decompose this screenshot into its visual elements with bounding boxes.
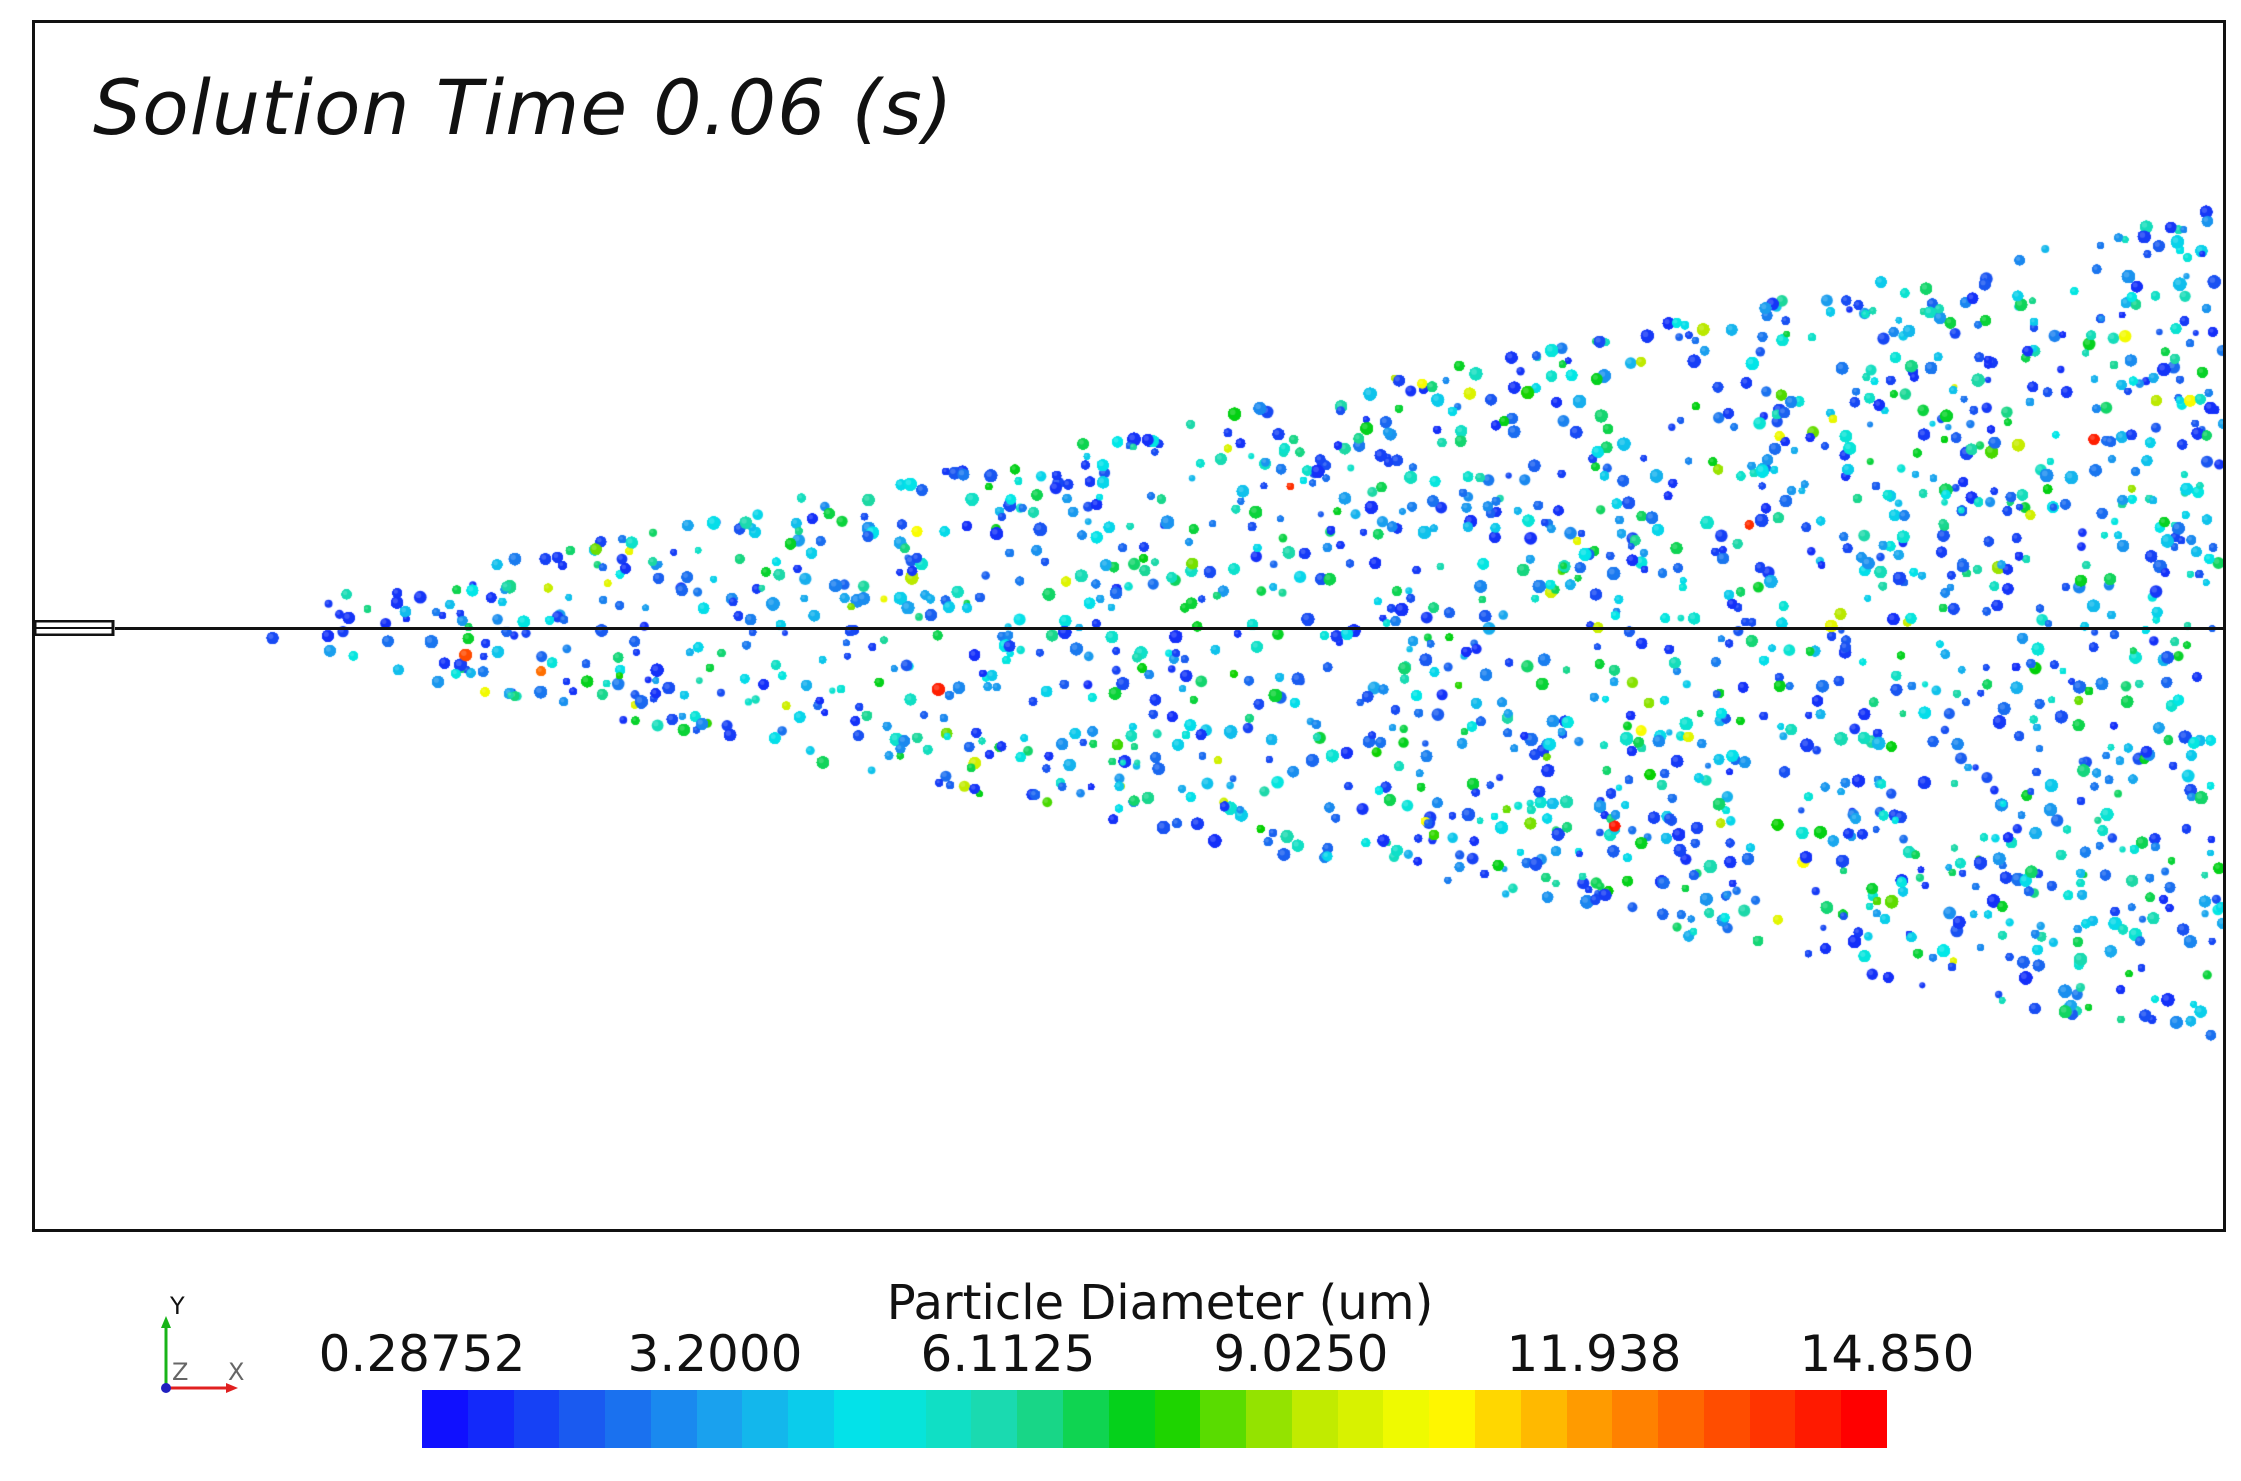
color-scale-segment — [788, 1390, 835, 1448]
color-scale-segment — [834, 1390, 880, 1448]
color-scale-segment — [879, 1390, 926, 1448]
color-scale-segment — [1017, 1390, 1063, 1448]
particle-spray-plot — [35, 23, 2223, 1229]
color-scale-segment — [1429, 1390, 1475, 1448]
color-scale-segment — [513, 1390, 560, 1448]
simulation-viewport: Solution Time 0.06 (s) — [32, 20, 2226, 1232]
color-scale-segment — [1246, 1390, 1292, 1448]
legend-title: Particle Diameter (um) — [886, 1275, 1434, 1331]
color-scale-segment — [1291, 1390, 1338, 1448]
color-scale-segment — [696, 1390, 743, 1448]
color-scale-segment — [1474, 1390, 1521, 1448]
color-scale-segment — [1062, 1390, 1109, 1448]
spray-axis-line — [115, 627, 2223, 630]
color-scale-segment — [1154, 1390, 1201, 1448]
color-scale-segment — [559, 1390, 606, 1448]
legend-tick-label: 11.938 — [1506, 1325, 1682, 1383]
legend-tick-label: 9.0250 — [1213, 1325, 1389, 1383]
color-scale-segment — [1841, 1390, 1887, 1448]
color-scale-segment — [650, 1390, 697, 1448]
axis-triad-icon: Y Z X — [161, 1292, 244, 1393]
color-scale-segment — [1200, 1390, 1247, 1448]
legend-tick-label: 14.850 — [1799, 1325, 1975, 1383]
color-scale-segment — [925, 1390, 972, 1448]
color-scale-segment — [742, 1390, 789, 1448]
color-scale-segment — [605, 1390, 651, 1448]
color-scale-segment — [1795, 1390, 1842, 1448]
color-scale-segment — [1337, 1390, 1384, 1448]
triad-x-label: X — [228, 1358, 244, 1386]
color-scale-segment — [422, 1390, 468, 1448]
color-scale-segment — [1566, 1390, 1613, 1448]
legend-tick-label: 0.28752 — [318, 1325, 526, 1383]
color-scale-segment — [1703, 1390, 1750, 1448]
color-scale-segment — [971, 1390, 1018, 1448]
triad-y-label: Y — [169, 1292, 185, 1320]
color-scale-bar — [422, 1390, 1887, 1448]
color-scale-segment — [1520, 1390, 1567, 1448]
color-scale-segment — [1108, 1390, 1155, 1448]
color-scale-segment — [1749, 1390, 1796, 1448]
color-scale-segment — [1612, 1390, 1659, 1448]
solution-time-label: Solution Time 0.06 (s) — [93, 63, 954, 152]
color-scale-segment — [1383, 1390, 1430, 1448]
color-scale-segment — [1658, 1390, 1704, 1448]
triad-z-label: Z — [172, 1358, 188, 1386]
color-scale-segment — [467, 1390, 514, 1448]
legend-tick-label: 6.1125 — [920, 1325, 1096, 1383]
legend-tick-label: 3.2000 — [627, 1325, 803, 1383]
nozzle-icon — [35, 620, 115, 636]
